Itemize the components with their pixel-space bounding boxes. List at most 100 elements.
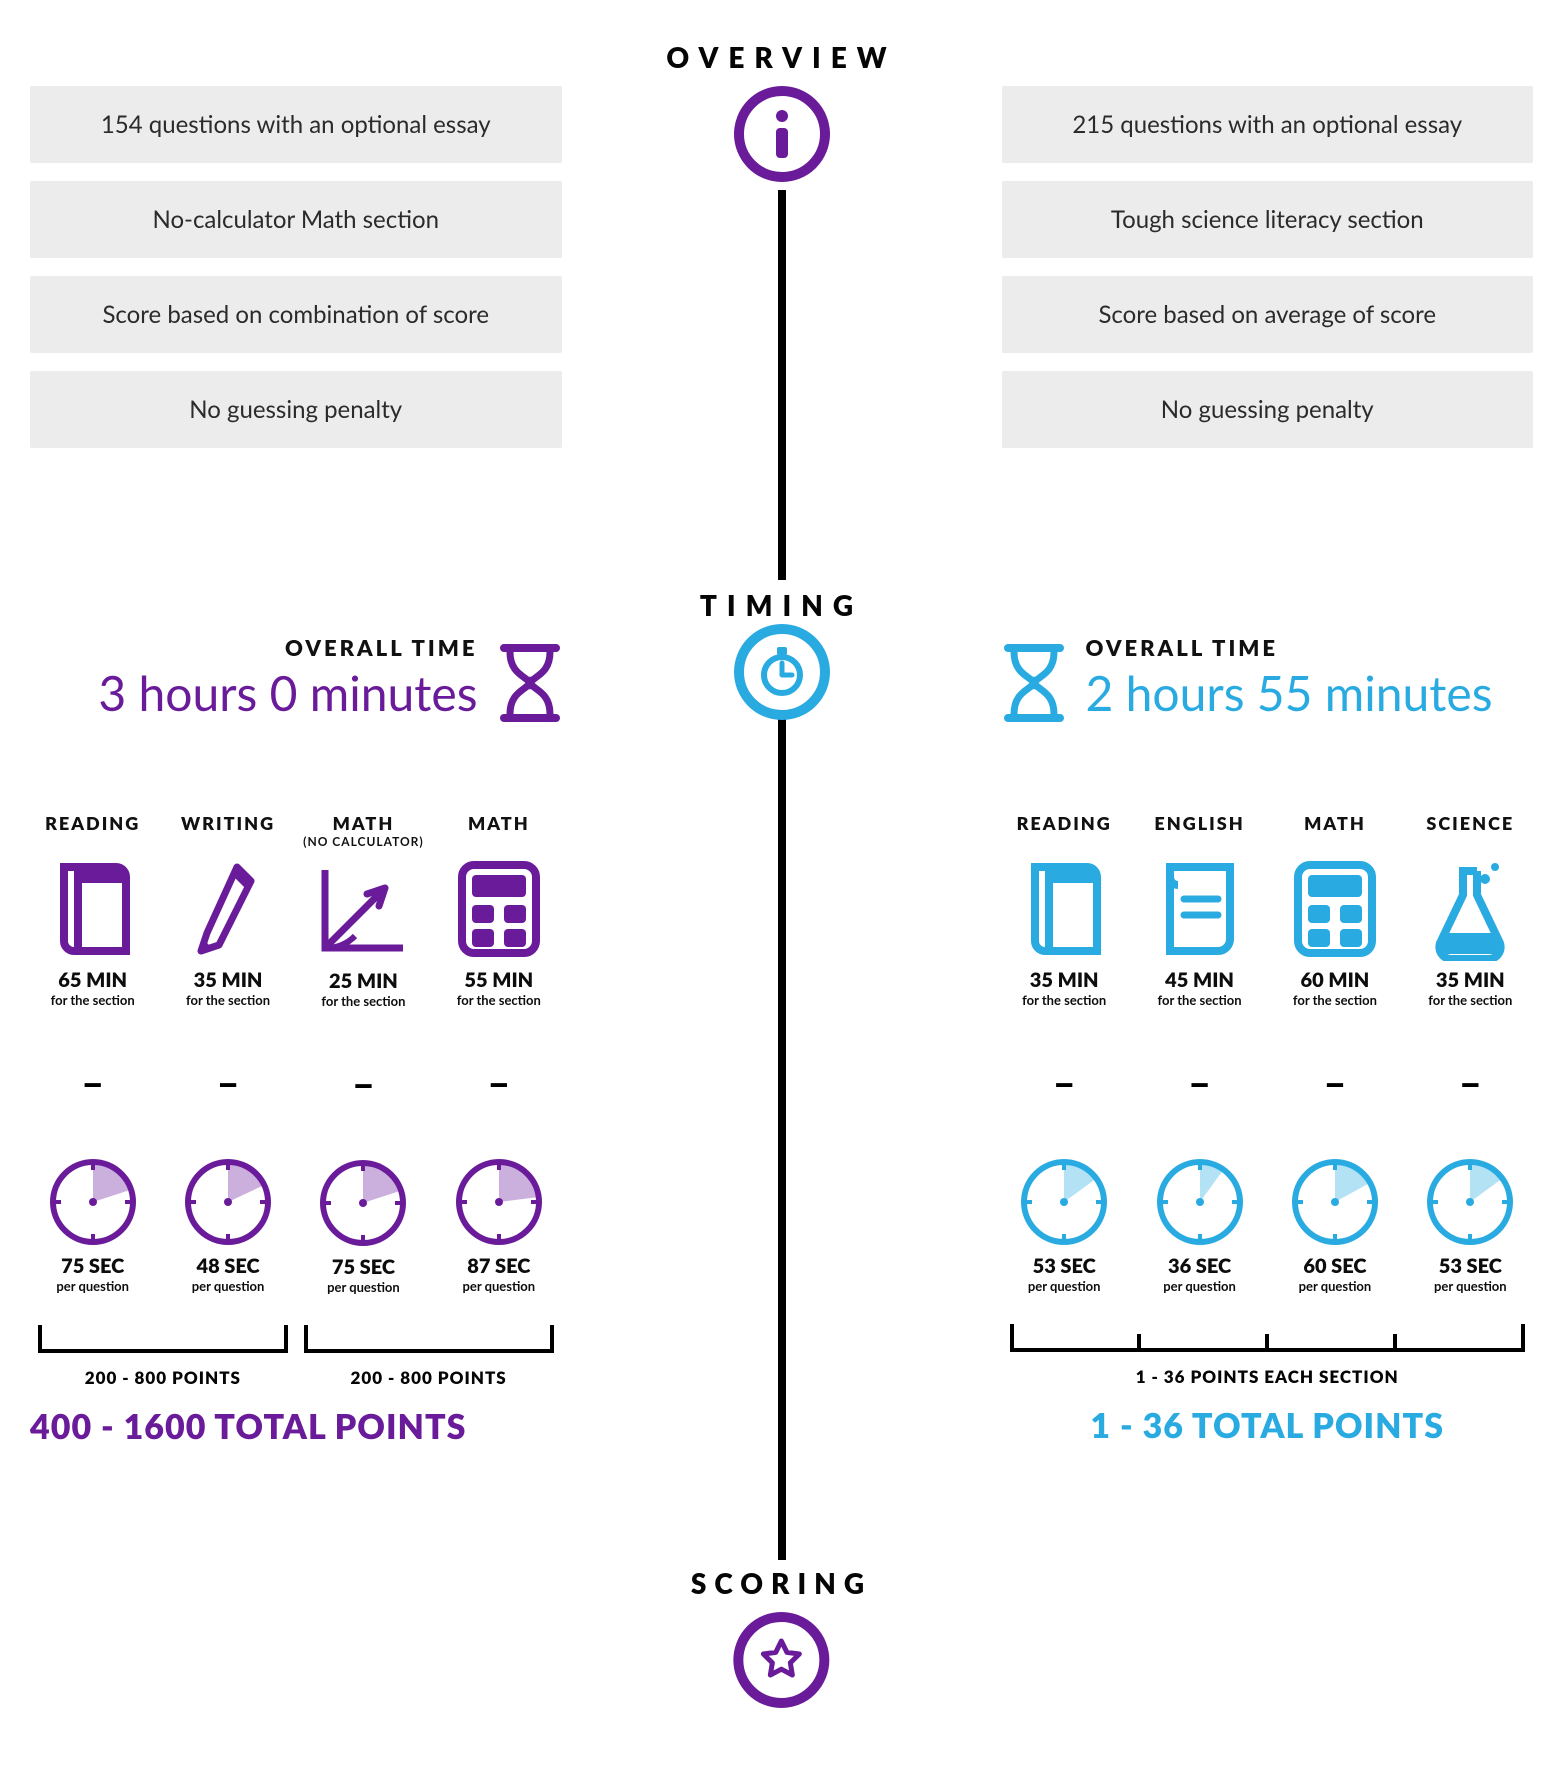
clock-icon xyxy=(182,1156,274,1248)
heading-overview: OVERVIEW xyxy=(30,40,1533,74)
per-question-label: per question xyxy=(301,1279,426,1295)
hourglass-icon xyxy=(498,644,562,722)
section-seconds: 53 SEC xyxy=(1002,1254,1127,1278)
star-icon xyxy=(734,1612,830,1708)
for-the-section-label: for the section xyxy=(1137,992,1262,1008)
angle-icon xyxy=(301,855,426,965)
section-minutes: 35 MIN xyxy=(1002,968,1127,992)
section-seconds: 75 SEC xyxy=(30,1254,155,1278)
overview-left-item: Score based on combination of score xyxy=(30,276,562,353)
calc-icon xyxy=(436,854,561,964)
overview-right-item: 215 questions with an optional essay xyxy=(1002,86,1534,163)
points-range-left-1: 200 - 800 POINTS xyxy=(30,1367,296,1388)
section-seconds: 48 SEC xyxy=(165,1254,290,1278)
points-range-right: 1 - 36 POINTS EACH SECTION xyxy=(1002,1366,1534,1387)
overview-right: 215 questions with an optional essay Tou… xyxy=(1002,86,1534,448)
section-block: MATH(NO CALCULATOR) 25 MINfor the section… xyxy=(301,812,426,1295)
hourglass-icon xyxy=(1002,644,1066,722)
for-the-section-label: for the section xyxy=(30,992,155,1008)
divider-dash: – xyxy=(436,1058,561,1106)
section-seconds: 36 SEC xyxy=(1137,1254,1262,1278)
divider-dash: – xyxy=(1408,1058,1533,1106)
section-title: MATH xyxy=(1272,812,1397,834)
per-question-label: per question xyxy=(165,1278,290,1294)
divider-dash: – xyxy=(1272,1058,1397,1106)
calc-icon xyxy=(1272,854,1397,964)
pencil-icon xyxy=(165,854,290,964)
section-title: ENGLISH xyxy=(1137,812,1262,834)
for-the-section-label: for the section xyxy=(436,992,561,1008)
section-title: READING xyxy=(1002,812,1127,834)
info-icon xyxy=(734,86,830,182)
section-title: MATH xyxy=(301,812,426,834)
section-title: READING xyxy=(30,812,155,834)
overview-right-item: Tough science literacy section xyxy=(1002,181,1534,258)
section-title: WRITING xyxy=(165,812,290,834)
section-minutes: 35 MIN xyxy=(165,968,290,992)
section-block: READING 35 MINfor the section – 53 SECper … xyxy=(1002,812,1127,1294)
for-the-section-label: for the section xyxy=(1408,992,1533,1008)
per-question-label: per question xyxy=(1408,1278,1533,1294)
section-minutes: 65 MIN xyxy=(30,968,155,992)
overview-right-item: No guessing penalty xyxy=(1002,371,1534,448)
total-points-left: 400 - 1600 TOTAL POINTS xyxy=(30,1406,562,1447)
section-minutes: 45 MIN xyxy=(1137,968,1262,992)
section-block: MATH 60 MINfor the section – 60 SECper que… xyxy=(1272,812,1397,1294)
overview-left-item: No guessing penalty xyxy=(30,371,562,448)
for-the-section-label: for the section xyxy=(1272,992,1397,1008)
overall-time-right: OVERALL TIME 2 hours 55 minutes xyxy=(1002,634,1534,722)
sheet-icon xyxy=(1137,854,1262,964)
section-minutes: 55 MIN xyxy=(436,968,561,992)
overview-left-item: No-calculator Math section xyxy=(30,181,562,258)
section-seconds: 75 SEC xyxy=(301,1255,426,1279)
book-icon xyxy=(1002,854,1127,964)
stopwatch-icon xyxy=(734,624,830,720)
section-seconds: 60 SEC xyxy=(1272,1254,1397,1278)
section-minutes: 35 MIN xyxy=(1408,968,1533,992)
section-title: SCIENCE xyxy=(1408,812,1533,834)
section-block: MATH 55 MINfor the section – 87 SECper que… xyxy=(436,812,561,1295)
per-question-label: per question xyxy=(30,1278,155,1294)
for-the-section-label: for the section xyxy=(165,992,290,1008)
divider-dash: – xyxy=(165,1058,290,1106)
heading-scoring: SCORING xyxy=(691,1566,872,1600)
overall-time-value-left: 3 hours 0 minutes xyxy=(98,665,477,722)
clock-icon xyxy=(1424,1156,1516,1248)
overview-left: 154 questions with an optional essay No-… xyxy=(30,86,562,448)
section-seconds: 87 SEC xyxy=(436,1254,561,1278)
section-block: SCIENCE 35 MINfor the section – 53 SECper … xyxy=(1408,812,1533,1294)
clock-icon xyxy=(47,1156,139,1248)
sections-right: READING35 MINfor the section– 53 SECper … xyxy=(1002,812,1534,1294)
section-seconds: 53 SEC xyxy=(1408,1254,1533,1278)
divider-dash: – xyxy=(1137,1058,1262,1106)
per-question-label: per question xyxy=(1002,1278,1127,1294)
overall-time-value-right: 2 hours 55 minutes xyxy=(1086,665,1493,722)
overall-time-label: OVERALL TIME xyxy=(98,634,477,661)
book-icon xyxy=(30,854,155,964)
clock-icon xyxy=(1154,1156,1246,1248)
section-subtitle: (NO CALCULATOR) xyxy=(301,834,426,849)
for-the-section-label: for the section xyxy=(1002,992,1127,1008)
per-question-label: per question xyxy=(436,1278,561,1294)
clock-icon xyxy=(453,1156,545,1248)
per-question-label: per question xyxy=(1272,1278,1397,1294)
section-block: READING 65 MINfor the section – 75 SECper … xyxy=(30,812,155,1295)
section-block: ENGLISH 45 MINfor the section – 36 SECper … xyxy=(1137,812,1262,1294)
sections-left: READING65 MINfor the section– 75 SECper … xyxy=(30,812,562,1295)
clock-icon xyxy=(1289,1156,1381,1248)
divider-dash: – xyxy=(301,1059,426,1107)
section-minutes: 25 MIN xyxy=(301,969,426,993)
overall-time-label: OVERALL TIME xyxy=(1086,634,1493,661)
divider-dash: – xyxy=(30,1058,155,1106)
per-question-label: per question xyxy=(1137,1278,1262,1294)
section-title: MATH xyxy=(436,812,561,834)
flask-icon xyxy=(1408,854,1533,964)
divider-dash: – xyxy=(1002,1058,1127,1106)
overall-time-left: OVERALL TIME 3 hours 0 minutes xyxy=(30,634,562,722)
overview-left-item: 154 questions with an optional essay xyxy=(30,86,562,163)
section-block: WRITING 35 MINfor the section – 48 SECper … xyxy=(165,812,290,1295)
heading-timing: TIMING xyxy=(30,588,1533,622)
for-the-section-label: for the section xyxy=(301,993,426,1009)
total-points-right: 1 - 36 TOTAL POINTS xyxy=(1002,1405,1534,1446)
section-minutes: 60 MIN xyxy=(1272,968,1397,992)
